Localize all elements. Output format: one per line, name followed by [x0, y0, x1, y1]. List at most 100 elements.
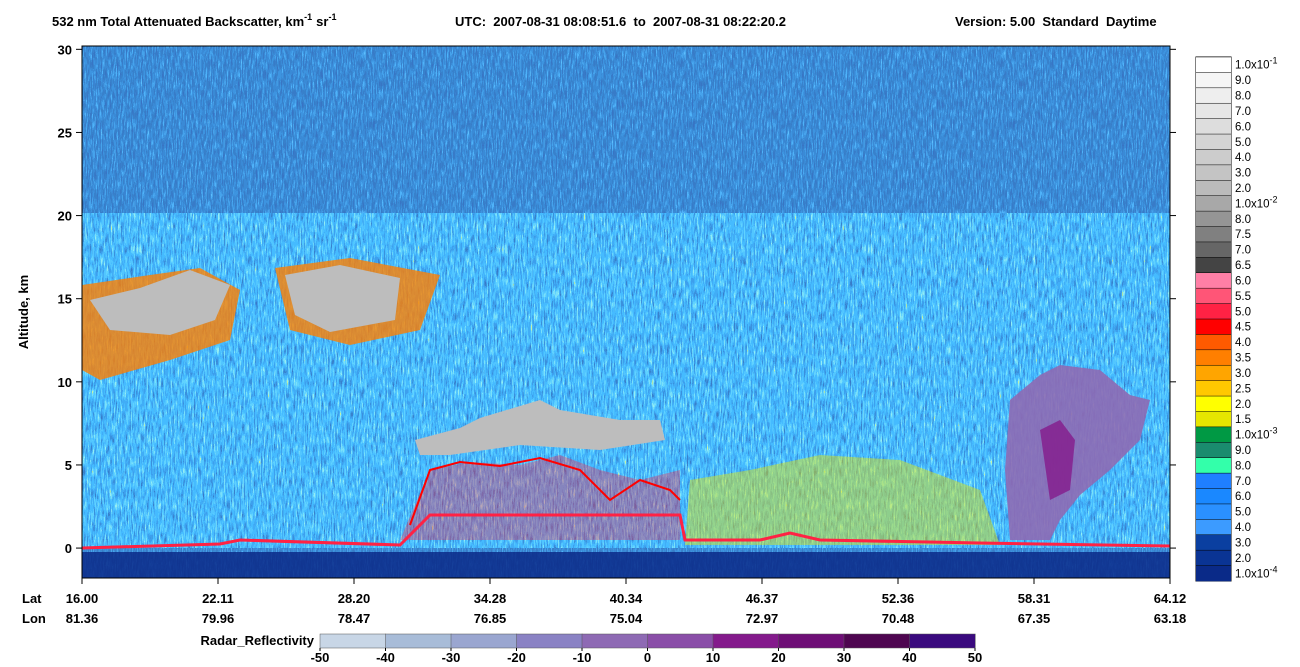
colorbar-label: 3.0 — [1235, 368, 1251, 380]
colorbar-label: 6.0 — [1235, 121, 1251, 133]
colorbar-label-exp: -1 — [1270, 56, 1278, 66]
x-tick-label: 16.00 — [66, 591, 99, 606]
colorbar-label: 5.0 — [1235, 306, 1251, 318]
colorbar-swatch — [1196, 519, 1231, 536]
radar-tick-label: 30 — [837, 650, 851, 665]
colorbar-swatch — [1196, 180, 1231, 197]
colorbar-label: 4.5 — [1235, 322, 1251, 334]
colorbar-swatch — [1196, 488, 1231, 505]
colorbar: 1.0x10-19.08.07.06.05.04.03.02.01.0x10-2… — [1196, 56, 1278, 582]
colorbar-label-text: 8.0 — [1235, 214, 1251, 226]
colorbar-swatch — [1196, 72, 1231, 89]
cloud-cores — [90, 265, 665, 455]
colorbar-label-text: 2.5 — [1235, 383, 1251, 395]
colorbar-label-text: 6.5 — [1235, 260, 1251, 272]
x-tick-label: 46.37 — [746, 591, 779, 606]
colorbar-swatch — [1196, 426, 1231, 443]
colorbar-label-text: 5.5 — [1235, 291, 1251, 303]
colorbar-swatch — [1196, 103, 1231, 119]
y-tick-label: 15 — [58, 292, 72, 307]
colorbar-swatch — [1196, 473, 1231, 489]
colorbar-swatch — [1196, 195, 1231, 212]
colorbar-swatch — [1196, 550, 1231, 566]
colorbar-label: 6.5 — [1235, 260, 1251, 272]
colorbar-swatch — [1196, 349, 1231, 366]
colorbar-swatch — [1196, 365, 1231, 381]
colorbar-label: 1.0x10-1 — [1235, 56, 1278, 72]
colorbar-swatch — [1196, 396, 1231, 412]
chart-title: 532 nm Total Attenuated Backscatter, km-… — [0, 12, 1167, 29]
x-tick-label: 52.36 — [882, 591, 915, 606]
colorbar-label: 8.0 — [1235, 214, 1251, 226]
x-tick-label: 72.97 — [746, 611, 779, 626]
colorbar-swatch — [1196, 457, 1231, 474]
radar-tick-label: 20 — [771, 650, 785, 665]
radar-tick-label: -50 — [311, 650, 330, 665]
colorbar-label: 6.0 — [1235, 275, 1251, 287]
radar-tick-label: 40 — [902, 650, 916, 665]
colorbar-label: 1.0x10-3 — [1235, 426, 1278, 442]
y-axis-label: Altitude, km — [16, 275, 31, 349]
colorbar-label-text: 4.0 — [1235, 337, 1251, 349]
surface — [81, 513, 1171, 550]
title-utc: UTC: 2007-08-31 08:08:51.6 to 2007-08-31… — [455, 14, 786, 29]
subsurface — [82, 552, 1170, 578]
colorbar-swatch — [1196, 534, 1231, 551]
colorbar-swatch — [1196, 380, 1231, 397]
colorbar-label: 7.0 — [1235, 106, 1251, 118]
colorbar-label-text: 1.0x10 — [1235, 60, 1270, 72]
colorbar-swatch — [1196, 134, 1231, 150]
colorbar-label-text: 6.0 — [1235, 121, 1251, 133]
colorbar-label-text: 3.0 — [1235, 168, 1251, 180]
x-tick-label: 63.18 — [1154, 611, 1187, 626]
colorbar-label-text: 7.5 — [1235, 229, 1251, 241]
colorbar-swatch — [1196, 257, 1231, 274]
colorbar-label-text: 8.0 — [1235, 91, 1251, 103]
colorbar-swatch — [1196, 272, 1231, 289]
radar-tick-label: 10 — [706, 650, 720, 665]
colorbar-label: 4.0 — [1235, 522, 1251, 534]
radar-swatch — [385, 633, 452, 649]
colorbar-label: 3.5 — [1235, 353, 1251, 365]
colorbar-label: 1.5 — [1235, 414, 1251, 426]
colorbar-label-text: 5.0 — [1235, 306, 1251, 318]
radar-tick-label: 50 — [968, 650, 982, 665]
x-tick-label: 70.48 — [882, 611, 915, 626]
colorbar-label-text: 3.5 — [1235, 353, 1251, 365]
colorbar-label: 1.0x10-4 — [1235, 564, 1278, 580]
lower-field — [82, 213, 1170, 548]
curtain-image — [81, 46, 1171, 578]
radar-swatch — [516, 633, 583, 649]
colorbar-swatch — [1196, 303, 1231, 320]
radar-tick-label: 0 — [644, 650, 651, 665]
radar-core — [1040, 420, 1075, 500]
colorbar-label: 2.0 — [1235, 183, 1251, 195]
radar-tick-label: -10 — [573, 650, 592, 665]
colorbar-label-text: 2.0 — [1235, 553, 1251, 565]
x-tick-label: 67.35 — [1018, 611, 1051, 626]
colorbar-label: 4.0 — [1235, 152, 1251, 164]
radar-swatch — [712, 633, 780, 649]
colorbar-label-text: 1.0x10 — [1235, 430, 1270, 442]
colorbar-label-text: 6.0 — [1235, 275, 1251, 287]
title-exp: -1 — [328, 12, 336, 22]
colorbar-swatch — [1196, 288, 1231, 304]
colorbar-swatch — [1196, 164, 1231, 181]
y-tick-label: 5 — [65, 458, 72, 473]
colorbar-label-text: 5.0 — [1235, 137, 1251, 149]
colorbar-label: 3.0 — [1235, 168, 1251, 180]
colorbar-label-text: 6.0 — [1235, 491, 1251, 503]
colorbar-label-exp: -4 — [1270, 564, 1278, 574]
aerosol — [685, 455, 1000, 545]
colorbar-label: 5.5 — [1235, 291, 1251, 303]
y-tick-label: 10 — [58, 375, 72, 390]
colorbar-swatch — [1196, 565, 1231, 582]
colorbar-label-exp: -3 — [1270, 426, 1278, 436]
title-version: Version: 5.00 Standard Daytime — [955, 14, 1157, 29]
colorbar-label-exp: -2 — [1270, 194, 1278, 204]
radar-swatch — [450, 633, 518, 649]
radar-swatch — [778, 633, 845, 649]
colorbar-label: 6.0 — [1235, 491, 1251, 503]
colorbar-label: 8.0 — [1235, 91, 1251, 103]
radar-swatch — [647, 633, 714, 649]
